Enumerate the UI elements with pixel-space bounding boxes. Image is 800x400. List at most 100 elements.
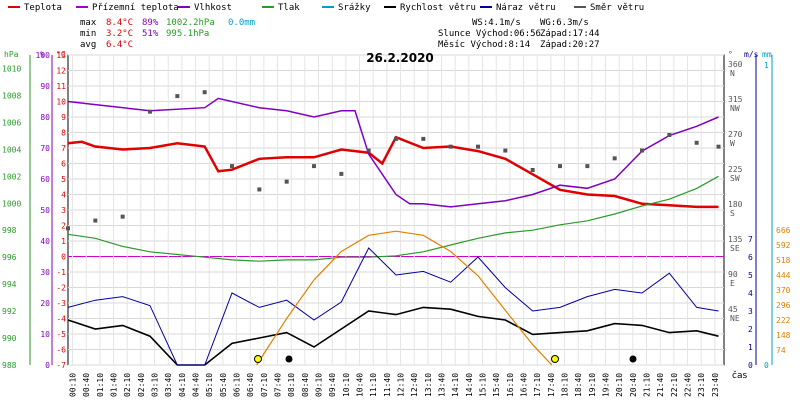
celsius-tick-label: -1	[56, 268, 66, 277]
direction-letter-label: E	[730, 279, 735, 288]
x-tick-label: 00:40	[82, 373, 91, 397]
direction-tick-label: 315	[728, 95, 743, 104]
wind-tick-label: 2	[748, 325, 753, 334]
percent-tick-label: 30	[40, 268, 50, 277]
rain-tick-label: 1	[764, 61, 769, 70]
solar-tick-label: 444	[776, 271, 791, 280]
celsius-tick-label: -5	[56, 330, 66, 339]
x-tick-label: 12:40	[410, 373, 419, 397]
x-tick-label: 06:40	[246, 373, 255, 397]
hpa-tick-label: 1004	[2, 145, 21, 154]
percent-tick-label: 80	[40, 113, 50, 122]
celsius-tick-label: 3	[61, 206, 66, 215]
direction-point	[175, 94, 180, 99]
x-tick-label: 01:40	[110, 373, 119, 397]
direction-tick-label: 180	[728, 200, 743, 209]
direction-point	[694, 140, 699, 145]
stats-sun: Slunce Východ:06:56	[438, 29, 541, 39]
solar-tick-label: 666	[776, 226, 791, 235]
hpa-tick-label: 1000	[2, 199, 21, 208]
stats-avg-temp: 6.4°C	[106, 40, 133, 50]
legend-label: Přízemní teplota	[92, 3, 179, 13]
direction-point	[202, 90, 207, 95]
celsius-axis-label: °C	[56, 50, 66, 59]
legend-label: Rychlost větru	[400, 3, 476, 13]
x-tick-label: 07:10	[260, 373, 269, 397]
x-tick-label: 07:40	[274, 373, 283, 397]
x-tick-label: 17:40	[547, 373, 556, 397]
percent-axis-label: %	[40, 50, 45, 59]
stats-max-label: max	[80, 18, 97, 28]
wind-tick-label: 3	[748, 307, 753, 316]
direction-point	[312, 164, 316, 169]
hpa-axis-label: hPa	[4, 50, 19, 59]
wind-tick-label: 6	[748, 253, 753, 262]
direction-point	[394, 136, 398, 141]
solar-tick-label: 222	[776, 316, 791, 325]
direction-tick-label: 360	[728, 60, 743, 69]
x-axis-label: čas	[732, 370, 747, 381]
legend-label: Vlhkost	[194, 3, 232, 13]
x-tick-label: 13:10	[424, 373, 433, 397]
legend-label: Náraz větru	[496, 3, 556, 13]
celsius-tick-label: 0	[61, 253, 66, 262]
x-tick-label: 23:10	[697, 373, 706, 397]
hpa-tick-label: 998	[2, 226, 17, 235]
solar-tick-label: 296	[776, 301, 791, 310]
celsius-tick-label: 2	[61, 222, 66, 231]
direction-point	[716, 144, 721, 149]
direction-tick-label: 90	[728, 270, 738, 279]
series-line-vlhkost	[67, 97, 719, 208]
x-tick-label: 10:10	[342, 373, 351, 397]
direction-point	[585, 164, 590, 169]
direction-point	[503, 148, 508, 153]
stats-avg-label: avg	[80, 40, 96, 50]
direction-letter-label: NW	[730, 104, 740, 113]
solar-tick-label: 370	[776, 286, 791, 295]
percent-tick-label: 60	[40, 175, 50, 184]
x-tick-label: 19:10	[588, 373, 597, 397]
wind-tick-label: 1	[748, 343, 753, 352]
direction-point	[148, 109, 152, 114]
wind-tick-label: 0	[748, 361, 753, 370]
stats-wg: WG:6.3m/s	[540, 18, 589, 28]
wind-tick-label: 4	[748, 289, 753, 298]
chart-legend: Teplota Přízemní teplota Vlhkost Tlak Srážky…	[8, 3, 644, 13]
celsius-tick-label: -2	[56, 284, 66, 293]
direction-tick-label: 45	[728, 305, 738, 314]
hpa-tick-label: 990	[2, 334, 17, 343]
chart-title: 26.2.2020	[366, 51, 434, 65]
stats-moon-set: Západ:20:27	[540, 40, 600, 50]
x-tick-label: 03:10	[151, 373, 160, 397]
legend-label: Tlak	[278, 3, 300, 13]
rain-axis-label: mm	[762, 50, 772, 59]
direction-point	[476, 144, 480, 149]
celsius-tick-label: -7	[56, 361, 66, 370]
hpa-tick-label: 992	[2, 307, 17, 316]
chart-series	[66, 90, 721, 366]
x-tick-label: 02:10	[123, 373, 132, 397]
direction-axis-label: °	[728, 50, 733, 59]
celsius-tick-label: 7	[61, 144, 66, 153]
direction-point	[421, 136, 426, 141]
direction-point	[558, 164, 562, 169]
x-tick-label: 14:40	[465, 373, 474, 397]
x-tick-label: 00:10	[69, 373, 78, 397]
celsius-tick-label: -6	[56, 346, 66, 355]
stats-max-rain: 0.0mm	[228, 18, 255, 28]
direction-letter-label: S	[730, 209, 735, 218]
celsius-tick-label: 4	[61, 191, 66, 200]
stats-min-hum: 51%	[142, 29, 159, 39]
moonrise-marker	[285, 355, 293, 363]
celsius-tick-label: 8	[61, 129, 66, 138]
x-tick-label: 05:10	[205, 373, 214, 397]
moonset-marker	[629, 355, 637, 363]
x-tick-label: 04:40	[192, 373, 201, 397]
direction-point	[284, 179, 289, 184]
direction-point	[366, 148, 371, 153]
direction-point	[448, 144, 453, 149]
x-tick-label: 15:10	[479, 373, 488, 397]
x-tick-label: 03:40	[164, 373, 173, 397]
x-tick-label: 17:10	[533, 373, 542, 397]
series-line-teplota	[67, 135, 719, 209]
